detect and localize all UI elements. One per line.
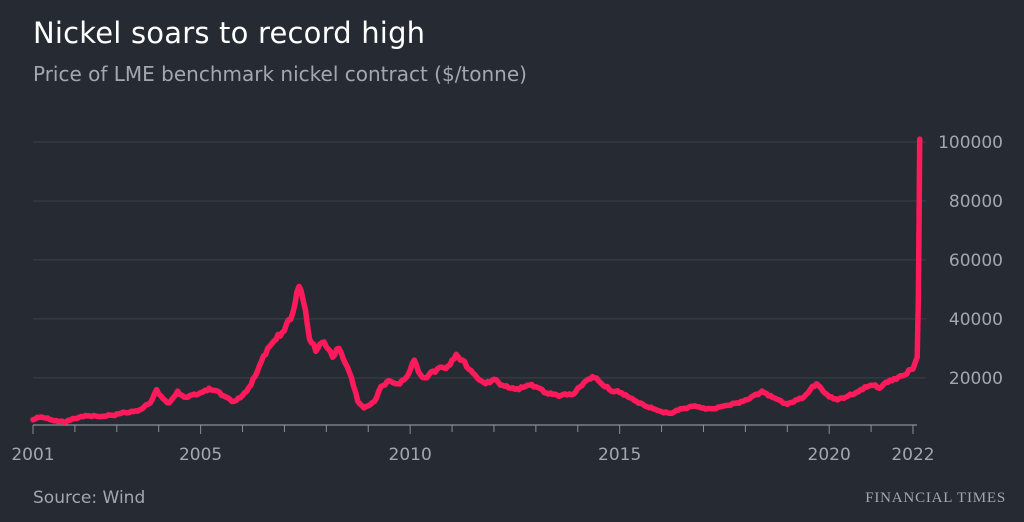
x-tick-label: 2005 <box>179 445 222 465</box>
x-tick-label: 2001 <box>11 445 54 465</box>
y-tick-label: 100000 <box>938 133 1003 153</box>
chart-title: Nickel soars to record high <box>33 16 426 50</box>
y-tick-label: 40000 <box>949 310 1003 330</box>
x-tick-label: 2022 <box>891 445 934 465</box>
publisher-logo: FINANCIAL TIMES <box>865 490 1006 506</box>
x-axis-labels: 2001 2005 2010 2015 2020 2022 <box>11 445 934 465</box>
x-tick-label: 2010 <box>389 445 432 465</box>
series-layer <box>30 136 923 426</box>
y-tick-label: 20000 <box>949 369 1003 389</box>
y-tick-label: 80000 <box>949 192 1003 212</box>
x-tick-label: 2020 <box>808 445 851 465</box>
source-note: Source: Wind <box>33 488 146 508</box>
y-axis-labels: 20000 40000 60000 80000 100000 <box>938 133 1003 389</box>
chart-subtitle: Price of LME benchmark nickel contract (… <box>33 62 527 86</box>
y-tick-label: 60000 <box>949 251 1003 271</box>
x-tick-label: 2015 <box>598 445 641 465</box>
nickel-price-line <box>30 136 923 426</box>
x-axis <box>32 424 917 434</box>
grid-lines <box>33 141 926 379</box>
